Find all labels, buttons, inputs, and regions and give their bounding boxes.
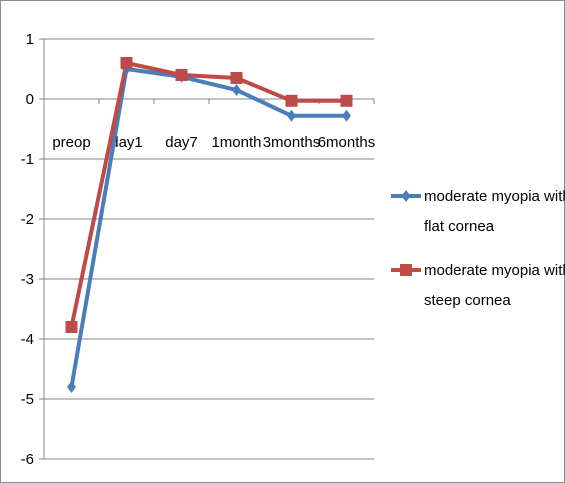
y-tick-label: -6 bbox=[21, 451, 34, 468]
diamond-marker bbox=[287, 109, 296, 122]
legend-marker bbox=[400, 264, 412, 276]
series-1-line bbox=[69, 61, 349, 329]
legend-label: steep cornea bbox=[424, 292, 511, 309]
y-tick-label: -3 bbox=[21, 271, 34, 288]
square-marker bbox=[65, 321, 78, 333]
legend: moderate myopia with flat cornea moderate … bbox=[391, 188, 565, 309]
legend-label: moderate myopia with bbox=[424, 262, 565, 279]
x-tick-label: 3months bbox=[263, 134, 321, 151]
y-tick-label: 1 bbox=[26, 31, 34, 48]
square-marker bbox=[340, 94, 353, 107]
axes bbox=[39, 38, 375, 460]
series-0-line bbox=[69, 67, 349, 389]
diamond-marker bbox=[232, 84, 241, 96]
legend-label: flat cornea bbox=[424, 218, 495, 235]
x-tick-label: 1month bbox=[211, 134, 261, 151]
x-tick-label: day1 bbox=[110, 134, 143, 151]
x-tick-label: preop bbox=[52, 134, 90, 151]
square-marker bbox=[285, 94, 298, 107]
x-tick-label: day7 bbox=[165, 134, 198, 151]
legend-label: moderate myopia with bbox=[424, 188, 565, 205]
square-marker bbox=[120, 57, 133, 69]
legend-marker bbox=[401, 190, 411, 202]
diamond-marker bbox=[342, 109, 351, 122]
series-lines bbox=[69, 61, 349, 389]
square-marker bbox=[175, 69, 188, 81]
series-markers bbox=[65, 57, 353, 393]
square-marker bbox=[230, 72, 243, 84]
y-tick-label: -5 bbox=[21, 391, 34, 408]
x-tick-label: 6months bbox=[318, 134, 376, 151]
y-tick-labels: 1 0 -1 -2 -3 -4 -5 -6 bbox=[21, 31, 34, 468]
y-tick-label: -4 bbox=[21, 331, 34, 348]
y-tick-label: -2 bbox=[21, 211, 34, 228]
y-tick-label: -1 bbox=[21, 151, 34, 168]
diamond-marker bbox=[67, 381, 76, 393]
y-tick-label: 0 bbox=[26, 91, 34, 108]
